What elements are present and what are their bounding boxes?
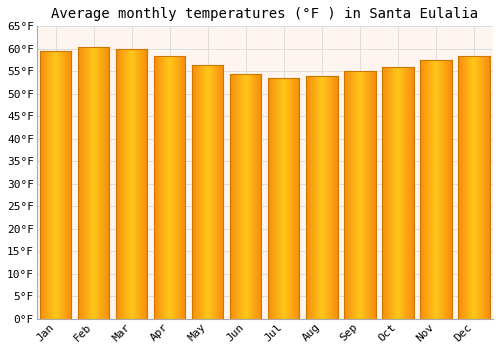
Title: Average monthly temperatures (°F ) in Santa Eulalia: Average monthly temperatures (°F ) in Sa… — [52, 7, 478, 21]
